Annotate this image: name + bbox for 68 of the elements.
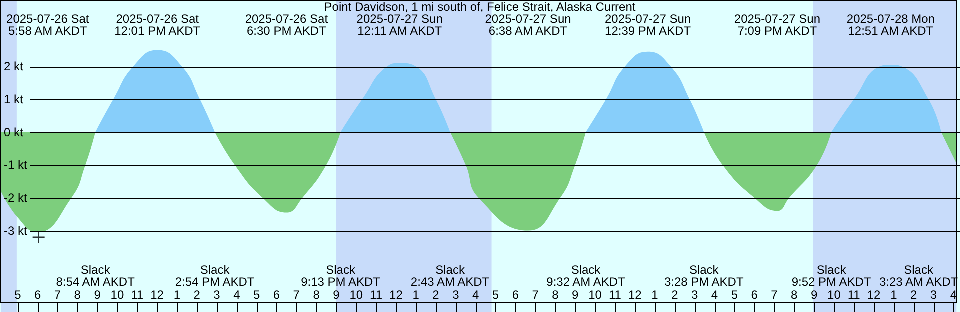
x-tick-label: 6 <box>273 288 280 302</box>
annotation: Slack 3:28 PM AKDT <box>664 263 744 289</box>
x-tick-label: 1 <box>412 288 420 302</box>
x-tick-label: 10 <box>588 288 602 302</box>
x-tick-label: 8 <box>552 288 560 302</box>
x-tick-label: 12 <box>150 288 164 302</box>
x-tick-label: 11 <box>608 288 622 302</box>
y-tick-label: 1 kt <box>4 92 24 106</box>
x-tick-label: 6 <box>34 288 42 302</box>
annotation: 2025-07-27 Sun 7:09 PM AKDT <box>734 12 821 38</box>
x-tick-label: 3 <box>452 288 460 302</box>
annotation: 2025-07-27 Sun 12:39 PM AKDT <box>605 12 692 38</box>
x-tick-label: 10 <box>350 288 364 302</box>
x-tick-label: 4 <box>234 288 241 302</box>
annotation: Slack 9:13 PM AKDT <box>301 263 382 289</box>
x-tick-label: 10 <box>828 288 842 302</box>
x-tick-label: 3 <box>930 288 938 302</box>
x-tick-label: 4 <box>472 288 480 302</box>
x-tick-label: 2 <box>194 288 201 302</box>
x-tick-label: 12 <box>867 288 882 302</box>
x-tick-label: 1 <box>174 288 181 302</box>
x-tick-label: 6 <box>512 288 520 302</box>
x-tick-label: 9 <box>333 288 340 302</box>
x-tick-label: 5 <box>14 288 22 302</box>
x-tick-label: 4 <box>711 288 718 302</box>
x-tick-label: 2 <box>432 288 440 302</box>
x-tick-label: 5 <box>731 288 738 302</box>
x-tick-label: 10 <box>110 288 124 302</box>
annotation: 2025-07-26 Sat 12:01 PM AKDT <box>114 12 202 38</box>
x-tick-label: 8 <box>74 288 82 302</box>
x-tick-label: 2 <box>910 288 918 302</box>
annotation: 2025-07-26 Sat 6:30 PM AKDT <box>245 12 329 38</box>
x-tick-label: 3 <box>692 288 698 302</box>
x-tick-label: 6 <box>751 288 758 302</box>
x-tick-label: 8 <box>791 288 798 302</box>
x-tick-label: 11 <box>370 288 383 302</box>
annotation: 2025-07-26 Sat 5:58 AM AKDT <box>6 12 90 38</box>
x-tick-label: 12 <box>628 288 642 302</box>
x-tick-label: 3 <box>214 288 221 302</box>
x-tick-label: 5 <box>492 288 500 302</box>
x-tick-label: 7 <box>532 288 540 302</box>
x-tick-label: 5 <box>253 288 260 302</box>
annotation: Slack 9:52 PM AKDT <box>792 263 872 289</box>
x-tick-label: 1 <box>890 288 898 302</box>
y-tick-label: 2 kt <box>4 60 24 74</box>
x-tick-label: 1 <box>652 288 659 302</box>
annotation: 2025-07-27 Sun 12:11 AM AKDT <box>356 12 443 38</box>
x-tick-label: 9 <box>572 288 580 302</box>
x-tick-label: 7 <box>771 288 778 302</box>
x-tick-label: 9 <box>94 288 102 302</box>
x-tick-label: 2 <box>672 288 679 302</box>
x-tick-label: 8 <box>313 288 320 302</box>
y-tick-label: -2 kt <box>4 190 28 205</box>
annotation: 2025-07-28 Mon 12:51 AM AKDT <box>846 12 935 38</box>
annotation: Slack 8:54 AM AKDT <box>56 263 136 289</box>
x-tick-label: 11 <box>848 288 861 302</box>
x-tick-label: 7 <box>54 288 62 302</box>
x-tick-label: 11 <box>131 288 144 302</box>
annotation: Slack 2:43 AM AKDT <box>410 263 490 289</box>
x-tick-label: 9 <box>810 288 818 302</box>
x-tick-label: 7 <box>293 288 300 302</box>
annotation: 2025-07-27 Sun 6:38 AM AKDT <box>485 12 572 38</box>
chart-title: Point Davidson, 1 mi south of, Felice Strait, Alaska Current <box>324 0 636 14</box>
annotation: Slack 2:54 PM AKDT <box>175 263 256 289</box>
annotation: Slack 9:32 AM AKDT <box>546 263 626 289</box>
y-tick-label: -3 kt <box>4 224 28 238</box>
x-tick-label: 12 <box>390 288 404 302</box>
y-tick-label: -1 kt <box>4 158 28 172</box>
